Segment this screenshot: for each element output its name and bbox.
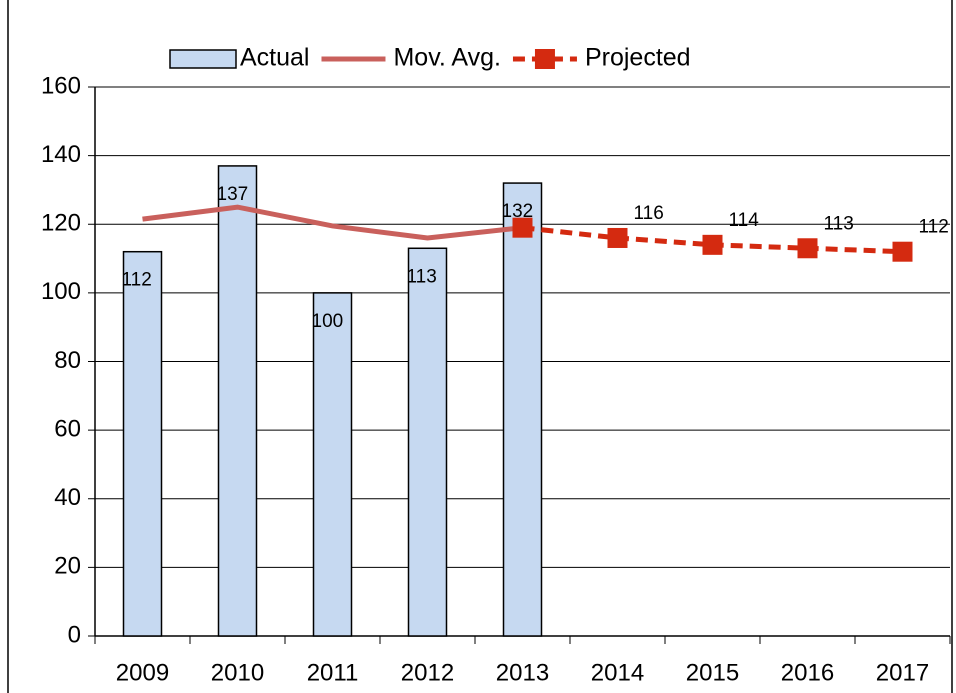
chart-border xyxy=(7,0,953,693)
data-label: 113 xyxy=(407,266,437,287)
x-tick-label: 2017 xyxy=(876,659,929,686)
y-tick-label: 140 xyxy=(41,141,81,168)
legend-swatch xyxy=(169,49,237,69)
x-tick-label: 2011 xyxy=(307,659,359,686)
marker xyxy=(892,241,913,262)
y-tick-label: 60 xyxy=(54,415,81,442)
x-tick-label: 2009 xyxy=(116,659,169,686)
bar xyxy=(502,182,543,637)
legend-marker xyxy=(534,49,555,69)
data-label: 116 xyxy=(634,203,664,224)
marker xyxy=(702,234,723,255)
marker xyxy=(512,217,533,238)
marker xyxy=(797,238,818,259)
y-tick-label: 0 xyxy=(68,621,81,648)
marker xyxy=(607,227,628,248)
y-tick-label: 160 xyxy=(41,72,81,99)
legend-label: Mov. Avg. xyxy=(393,44,500,72)
data-label: 100 xyxy=(312,311,344,332)
line xyxy=(142,204,523,241)
legend-label: Projected xyxy=(585,44,691,72)
data-label: 114 xyxy=(729,210,760,231)
y-tick-label: 20 xyxy=(54,553,81,580)
x-tick-label: 2014 xyxy=(591,659,644,686)
data-label: 112 xyxy=(919,217,949,238)
bar xyxy=(407,247,448,637)
bar xyxy=(122,250,163,637)
data-label: 132 xyxy=(502,201,534,222)
x-tick-label: 2012 xyxy=(401,659,454,686)
x-tick-label: 2013 xyxy=(496,659,549,686)
data-label: 137 xyxy=(217,184,249,205)
bar xyxy=(217,165,258,637)
y-tick-label: 100 xyxy=(41,278,81,305)
data-label: 113 xyxy=(824,213,854,234)
legend-label: Actual xyxy=(240,44,309,72)
x-tick-label: 2015 xyxy=(686,659,739,686)
x-tick-label: 2010 xyxy=(211,659,264,686)
y-tick-label: 120 xyxy=(41,210,81,237)
bar xyxy=(312,292,353,637)
data-label: 112 xyxy=(122,270,152,291)
y-tick-label: 40 xyxy=(54,484,81,511)
x-tick-label: 2016 xyxy=(781,659,834,686)
y-tick-label: 80 xyxy=(54,347,81,374)
